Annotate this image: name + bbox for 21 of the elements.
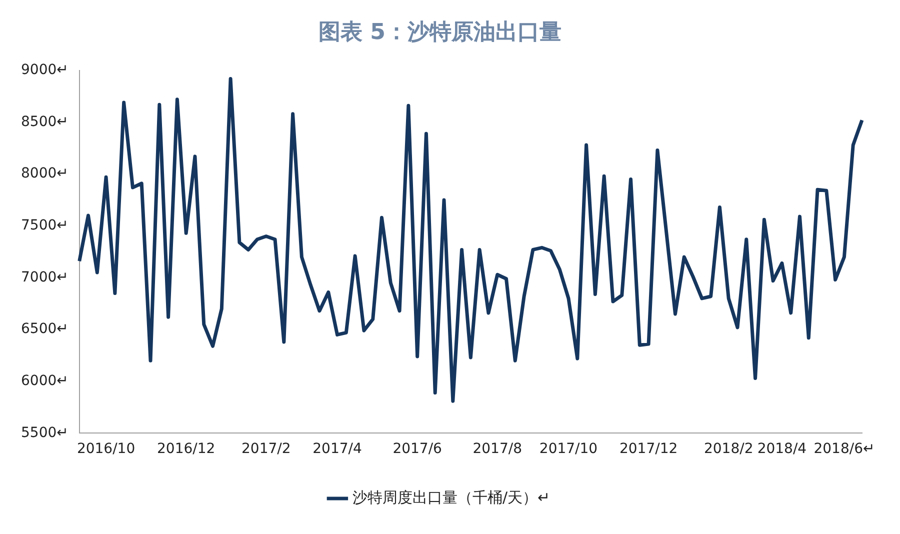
y-tick-label: 8500↵ <box>21 114 68 130</box>
y-tick-label: 7500↵ <box>21 218 68 234</box>
x-tick-label: 2018/6↵ <box>814 441 875 458</box>
x-tick-label: 2017/6 <box>392 441 442 458</box>
x-tick-label: 2017/2 <box>241 441 291 458</box>
y-tick-label: 7000↵ <box>21 269 68 286</box>
y-tick-label: 9000↵ <box>21 62 68 78</box>
y-tick-label: 6000↵ <box>21 373 68 390</box>
y-tick-label: 6500↵ <box>21 321 68 338</box>
chart-title: 图表 5：沙特原油出口量 <box>318 20 562 45</box>
x-tick-label: 2017/12 <box>619 441 678 458</box>
x-tick-label: 2018/4 <box>757 441 807 458</box>
x-tick-label: 2016/10 <box>76 441 136 458</box>
x-tick-label: 2017/4 <box>312 441 362 458</box>
x-tick-label: 2016/12 <box>156 441 216 458</box>
y-tick-label: 8000↵ <box>21 166 68 182</box>
x-tick-label: 2018/2 <box>704 441 754 458</box>
x-tick-label: 2017/8 <box>472 441 522 458</box>
y-tick-label: 5500↵ <box>21 424 68 441</box>
x-tick-label: 2017/10 <box>539 441 598 458</box>
legend-label: 沙特周度出口量（千桶/天）↵ <box>352 488 550 506</box>
